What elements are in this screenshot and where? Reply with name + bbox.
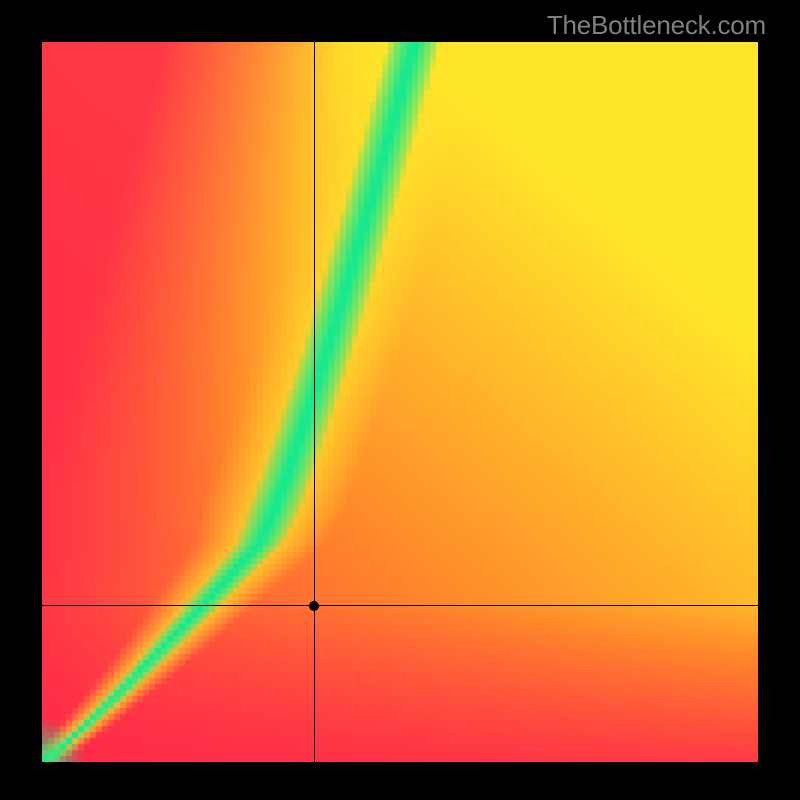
crosshair-vertical <box>314 42 315 762</box>
selected-point-marker <box>309 601 319 611</box>
heatmap-area <box>42 42 758 762</box>
watermark-text: TheBottleneck.com <box>547 10 766 41</box>
crosshair-horizontal <box>42 605 758 606</box>
outer-frame: TheBottleneck.com <box>0 0 800 800</box>
heatmap-canvas <box>42 42 758 762</box>
